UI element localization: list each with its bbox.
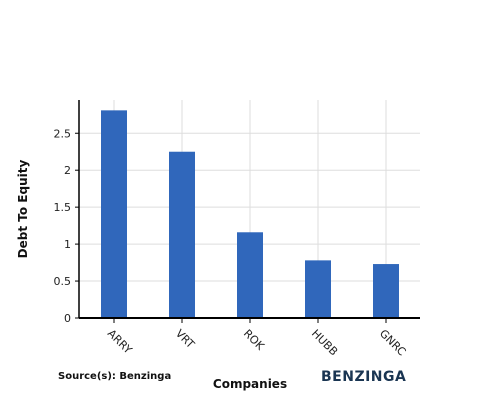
- y-tick-labels: 0 0.5 1 1.5 2 2.5: [54, 127, 79, 325]
- benzinga-logo: BENZINGA: [321, 369, 407, 385]
- source-note: Source(s): Benzinga: [58, 371, 172, 382]
- bar-arry: [101, 110, 127, 318]
- y-tick-label: 2: [64, 164, 71, 177]
- y-tick-label: 1.5: [54, 201, 72, 214]
- y-axis-title: Debt To Equity: [16, 160, 30, 259]
- bar-vrt: [169, 151, 195, 318]
- x-tick-label: ARRY: [105, 327, 135, 357]
- x-tick-label: GNRC: [377, 327, 409, 359]
- y-tick-label: 2.5: [54, 127, 72, 140]
- y-tick-label: 1: [64, 238, 71, 251]
- bar-gnrc: [373, 264, 399, 318]
- bars: [101, 110, 399, 318]
- x-tick-labels: ARRY VRT ROK HUBB GNRC: [105, 318, 409, 359]
- bar-rok: [237, 232, 263, 318]
- x-tick-label: VRT: [173, 327, 197, 351]
- x-tick-label: HUBB: [309, 327, 340, 358]
- x-axis-title: Companies: [213, 377, 287, 391]
- y-tick-label: 0.5: [54, 275, 72, 288]
- bar-hubb: [305, 260, 331, 318]
- y-tick-label: 0: [64, 312, 71, 325]
- x-tick-label: ROK: [241, 327, 267, 353]
